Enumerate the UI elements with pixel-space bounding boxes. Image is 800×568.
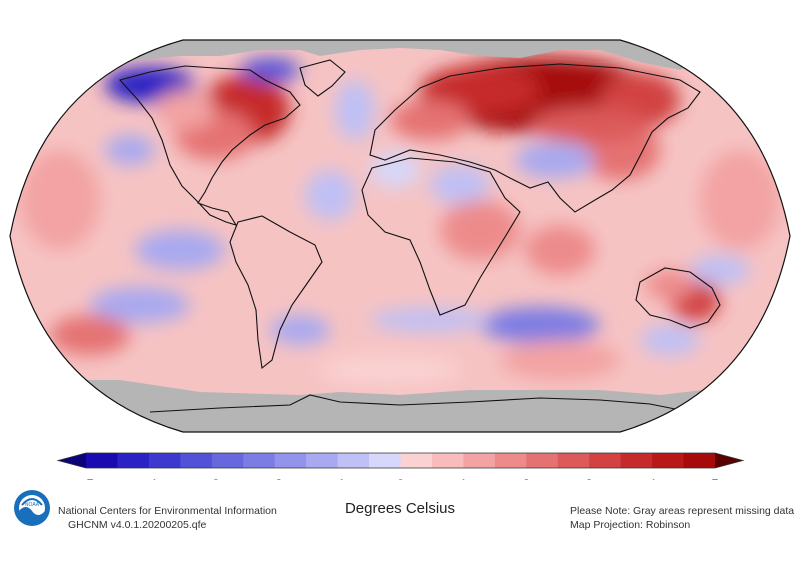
- anomaly-patch: [430, 165, 490, 205]
- org-name: National Centers for Environmental Infor…: [58, 505, 277, 517]
- temperature-anomaly-map: [9, 39, 791, 433]
- anomaly-patch: [420, 65, 540, 115]
- north-america-outline: [118, 65, 301, 226]
- legend-swatch: [337, 453, 370, 468]
- anomaly-patch: [700, 150, 780, 250]
- legend-swatch: [526, 453, 559, 468]
- missing-data-region: [10, 380, 790, 432]
- legend-swatch: [463, 453, 496, 468]
- missing-data-areas: [10, 40, 790, 432]
- anomaly-patch: [530, 107, 650, 143]
- anomaly-patch: [390, 100, 470, 140]
- missing-data-note: Please Note: Gray areas represent missin…: [570, 505, 795, 517]
- legend-swatch: [589, 453, 622, 468]
- legend-swatch: [431, 453, 464, 468]
- anomaly-patch: [320, 355, 460, 385]
- anomaly-patch: [155, 90, 215, 130]
- anomaly-patch: [50, 315, 130, 355]
- legend-tick-label: 0: [397, 476, 405, 480]
- legend-tick-label: 5: [711, 476, 719, 480]
- dataset-version: GHCNM v4.0.1.20200205.qfe: [68, 519, 207, 531]
- legend-tick-label: 3: [585, 476, 593, 480]
- legend-swatch: [274, 453, 307, 468]
- legend-swatch: [117, 453, 150, 468]
- anomaly-patch: [20, 150, 100, 250]
- projection-note: Map Projection: Robinson: [570, 519, 691, 531]
- anomaly-patch: [480, 307, 600, 343]
- legend-color-bar: [56, 452, 745, 469]
- anomaly-patches: [20, 57, 780, 385]
- anomaly-patch: [370, 308, 490, 332]
- legend-tick-label: −4: [141, 476, 157, 480]
- anomaly-patch: [270, 315, 330, 345]
- legend-tick-label: −2: [267, 476, 283, 480]
- legend-swatch: [180, 453, 213, 468]
- legend-tick-label: −5: [78, 476, 94, 480]
- anomaly-patch: [440, 200, 520, 260]
- legend-swatch: [400, 453, 433, 468]
- missing-data-region: [10, 40, 790, 70]
- anomaly-patch: [525, 225, 595, 275]
- anomaly-patch: [240, 58, 300, 82]
- anomaly-patch: [645, 270, 695, 300]
- greenland-outline: [299, 59, 346, 97]
- legend-underflow-arrow: [58, 453, 86, 468]
- legend-swatch: [86, 453, 118, 468]
- legend-outline: [56, 452, 745, 469]
- coastlines: [118, 59, 721, 413]
- legend-tick-label: 2: [522, 476, 530, 480]
- anomaly-patch: [135, 230, 225, 270]
- legend-tick-label: 4: [648, 476, 656, 480]
- antarctica-outline: [149, 394, 681, 413]
- anomaly-patch: [105, 135, 155, 165]
- legend-units-label: Degrees Celsius: [344, 500, 456, 517]
- europe-asia-outline: [369, 63, 701, 213]
- noaa-logo: NOAA: [14, 490, 50, 526]
- anomaly-patch: [690, 255, 750, 285]
- africa-outline: [361, 157, 521, 316]
- south-america-outline: [229, 215, 323, 370]
- legend-swatch: [369, 453, 401, 468]
- noaa-logo-text: NOAA: [25, 502, 40, 508]
- australia-outline: [635, 267, 721, 329]
- legend-tick-label: 1: [460, 476, 468, 480]
- legend-swatch: [652, 453, 685, 468]
- legend-swatch: [557, 453, 590, 468]
- legend-swatch: [243, 453, 276, 468]
- anomaly-patch: [500, 340, 620, 380]
- legend-tick-labels: −5 −4 −3 −2 −1 0 1 2 3 4 5: [78, 476, 719, 480]
- anomaly-patch: [515, 142, 595, 178]
- anomaly-patch: [305, 170, 355, 220]
- legend-swatch: [306, 453, 339, 468]
- anomaly-patch: [90, 287, 190, 323]
- anomaly-patch: [335, 80, 375, 140]
- anomaly-patch: [370, 152, 420, 188]
- legend-swatch: [211, 453, 244, 468]
- legend-swatch: [683, 453, 716, 468]
- legend-tick-label: −3: [204, 476, 220, 480]
- legend-swatch: [148, 453, 181, 468]
- legend-tick-label: −1: [330, 476, 346, 480]
- legend-swatch: [494, 453, 527, 468]
- legend-overflow-arrow: [715, 453, 743, 468]
- legend-swatch: [620, 453, 653, 468]
- anomaly-patch: [640, 325, 700, 355]
